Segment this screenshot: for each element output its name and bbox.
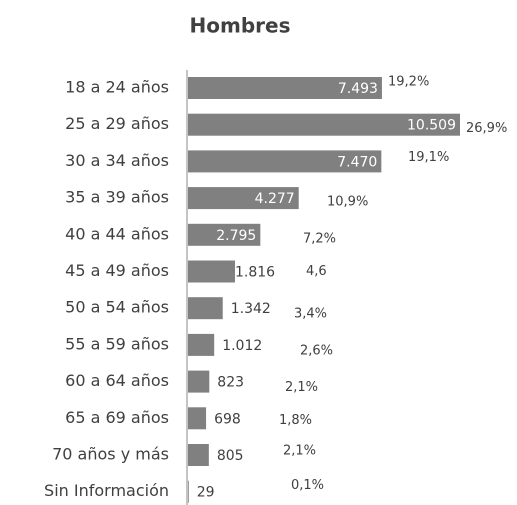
category-label: 40 a 44 años [65,224,169,243]
value-label: 4.277 [255,191,295,207]
bar [188,260,236,283]
bar [188,297,223,320]
share-label: 3,4% [294,307,327,322]
bar [188,223,261,246]
chart-title: Hombres [190,14,291,38]
value-label: 7.493 [338,81,378,97]
bar [188,444,209,466]
bar [188,113,460,136]
value-label: 29 [197,485,215,501]
category-label: 50 a 54 años [65,298,169,317]
value-label: 2.795 [216,228,256,244]
value-label: 1.342 [231,301,271,317]
category-label: 18 a 24 años [65,78,169,97]
category-label: 70 años y más [52,445,169,464]
share-label: 2,6% [300,343,333,358]
category-label: 60 a 64 años [65,371,169,390]
share-label: 4,6 [306,264,327,279]
bar [188,370,210,393]
value-label: 805 [217,448,244,464]
share-label: 2,1% [285,380,318,395]
share-label: 7,2% [303,231,336,246]
category-label: 55 a 59 años [65,334,169,353]
share-label: 19,2% [388,75,429,90]
category-label: 35 a 39 años [65,188,169,207]
category-label: Sin Información [44,481,169,500]
bar [188,480,189,503]
share-label: 26,9% [466,121,507,136]
share-label: 0,1% [291,478,324,493]
bar [188,407,207,430]
share-label: 2,1% [283,444,316,459]
bar [188,333,215,356]
value-label: 1.012 [222,338,262,354]
bar [188,150,382,173]
category-label: 25 a 29 años [65,114,169,133]
bar [188,77,382,99]
value-label: 7.470 [337,154,377,170]
bar [188,187,299,210]
value-label: 10.509 [407,118,456,134]
value-label: 823 [217,375,244,391]
value-label: 698 [214,411,241,427]
category-label: 65 a 69 años [65,408,169,427]
category-label: 45 a 49 años [65,261,169,280]
share-label: 10,9% [327,195,368,210]
share-label: 19,1% [408,150,449,165]
value-label: 1.816 [235,265,275,281]
share-label: 1,8% [279,413,312,428]
category-label: 30 a 34 años [65,151,169,170]
